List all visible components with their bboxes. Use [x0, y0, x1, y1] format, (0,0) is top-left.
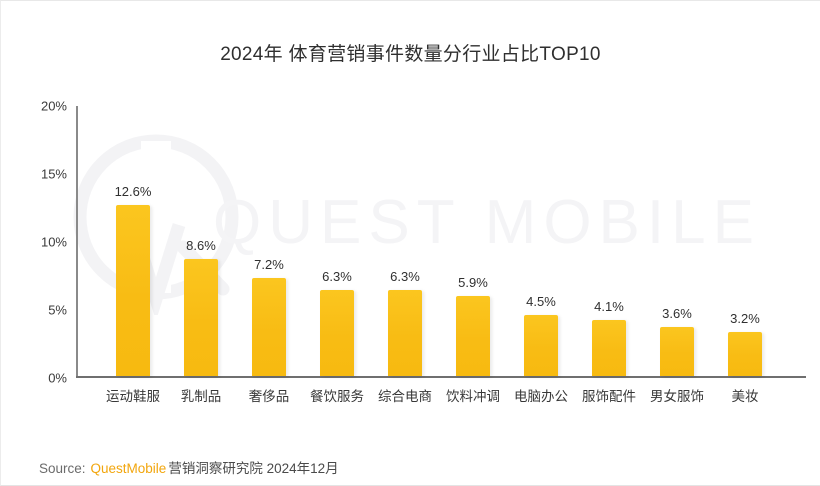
y-axis-tick-label: 5% — [48, 302, 67, 318]
bar[interactable] — [728, 332, 762, 376]
bar-value-label: 3.2% — [730, 311, 760, 327]
x-axis-category-label: 综合电商 — [378, 389, 432, 404]
bar[interactable] — [524, 314, 558, 376]
bar-value-label: 3.6% — [662, 306, 692, 322]
x-axis-category-label: 服饰配件 — [582, 389, 636, 404]
bar-group: 12.6% 运动鞋服 — [99, 106, 167, 404]
bar-value-label: 6.3% — [390, 269, 420, 285]
bar-group: 6.3% 餐饮服务 — [303, 106, 371, 404]
x-axis-category-label: 运动鞋服 — [106, 389, 160, 404]
y-axis-tick-label: 0% — [48, 370, 67, 386]
bar-value-label: 4.1% — [594, 299, 624, 315]
page-title: 2024年 体育营销事件数量分行业占比TOP10 — [220, 44, 601, 65]
plot-area: 0% 5% 10% 15% 20% 12.6% 运动鞋服 8.6% 乳制品 7.2% 奢侈品 6.3… — [41, 99, 806, 404]
bar[interactable] — [592, 320, 626, 376]
bar-group: 3.2% 美妆 — [711, 106, 779, 404]
bar-value-label: 7.2% — [254, 257, 284, 273]
source-prefix: Source: — [39, 461, 86, 476]
bar[interactable] — [252, 278, 286, 376]
y-axis-tick-label: 10% — [40, 234, 67, 250]
source-tail: 营销洞察研究院 2024年12月 — [168, 461, 339, 476]
bar-group: 4.5% 电脑办公 — [507, 106, 575, 404]
bar[interactable] — [116, 204, 150, 376]
bar-group: 6.3% 综合电商 — [371, 106, 439, 404]
y-axis-tick-label: 20% — [40, 98, 67, 114]
bar-value-label: 6.3% — [322, 269, 352, 285]
bar[interactable] — [320, 290, 354, 376]
bar-value-label: 5.9% — [458, 274, 488, 290]
bar-value-label: 4.5% — [526, 293, 556, 309]
x-axis-line — [76, 376, 806, 378]
bar[interactable] — [388, 290, 422, 376]
x-axis-category-label: 乳制品 — [180, 389, 222, 404]
y-axis-tick-label: 15% — [40, 166, 67, 182]
x-axis-category-label: 奢侈品 — [248, 389, 290, 404]
bar-series: 12.6% 运动鞋服 8.6% 乳制品 7.2% 奢侈品 6.3% 餐饮服务 6.3% 综合电商 5… — [76, 106, 806, 404]
x-axis-category-label: 美妆 — [731, 389, 759, 404]
x-axis-category-label: 餐饮服务 — [310, 389, 364, 404]
bar-group: 3.6% 男女服饰 — [643, 106, 711, 404]
bar[interactable] — [456, 295, 490, 376]
bar[interactable] — [660, 327, 694, 376]
bar[interactable] — [184, 259, 218, 376]
y-axis-line — [76, 106, 78, 378]
x-axis-category-label: 饮料冲调 — [446, 389, 500, 404]
source-note: Source: QuestMobile 营销洞察研究院 2024年12月 — [39, 457, 339, 477]
x-axis-category-label: 男女服饰 — [650, 389, 704, 404]
bar-group: 8.6% 乳制品 — [167, 106, 235, 404]
bar-group: 7.2% 奢侈品 — [235, 106, 303, 404]
bar-value-label: 12.6% — [114, 183, 152, 199]
x-axis-category-label: 电脑办公 — [514, 389, 568, 404]
source-brand: QuestMobile — [90, 461, 167, 476]
bar-group: 4.1% 服饰配件 — [575, 106, 643, 404]
bar-group: 5.9% 饮料冲调 — [439, 106, 507, 404]
bar-value-label: 8.6% — [186, 238, 216, 254]
